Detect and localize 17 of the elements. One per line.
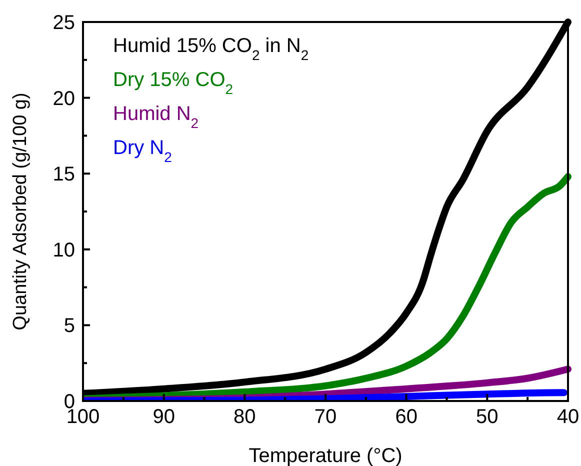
text: Dry N$_{2}$ <box>113 137 172 165</box>
text: Dry 15% CO$_{2}$ <box>113 69 234 97</box>
x-tick-label: 40 <box>556 406 580 428</box>
x-tick-label: 90 <box>152 406 175 428</box>
text: Humid 15% CO$_{2}$ in N$_{2}$ <box>113 35 309 63</box>
x-axis-title: Temperature (°C) <box>248 445 402 466</box>
y-tick-label: 20 <box>52 88 75 110</box>
x-tick-label: 80 <box>234 406 256 428</box>
x-tick-label: 70 <box>314 406 337 428</box>
y-axis-title: Quantity Adsorbed (g/100 g) <box>10 92 31 330</box>
y-tick-label: 10 <box>52 239 75 262</box>
y-tick-label: 5 <box>64 315 75 338</box>
x-tick-label: 50 <box>476 406 498 428</box>
y-tick-label: 15 <box>52 164 75 186</box>
text: Humid N$_{2}$ <box>113 103 199 131</box>
x-tick-label: 60 <box>395 406 418 428</box>
y-tick-label: 25 <box>52 12 75 34</box>
